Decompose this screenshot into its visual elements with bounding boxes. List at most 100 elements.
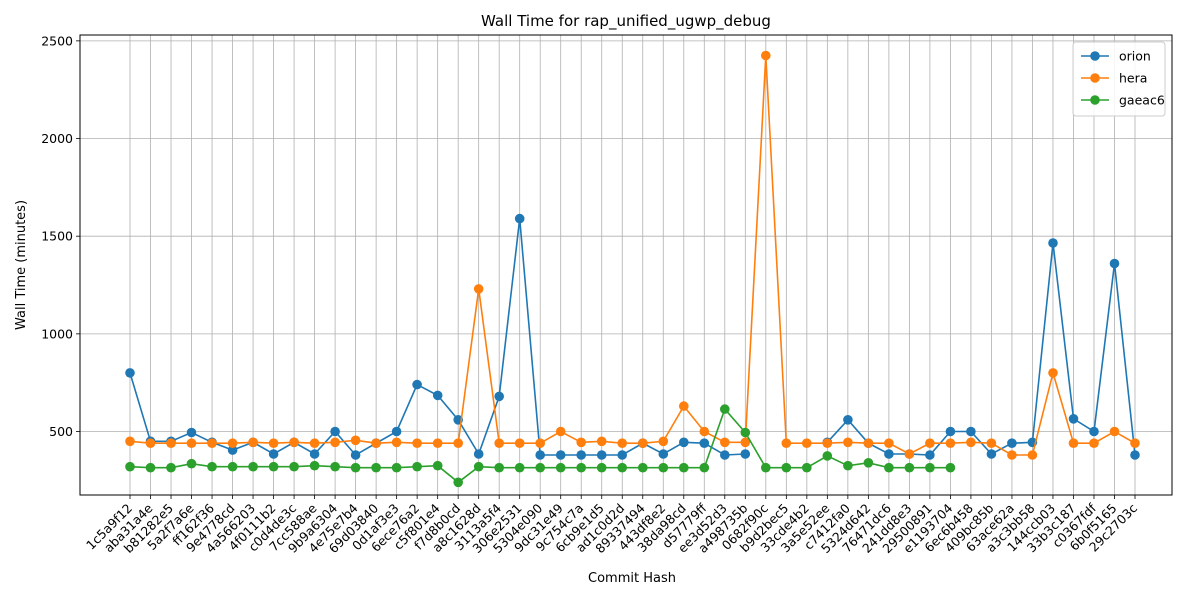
data-point-hera xyxy=(761,50,771,61)
data-point-orion xyxy=(1089,426,1099,437)
data-point-hera xyxy=(412,438,422,449)
data-point-gaeac6 xyxy=(371,462,381,473)
data-point-hera xyxy=(1007,450,1017,460)
axes: 1c5a9f12aba31a4eb81282e55a2f7a6eff162f36… xyxy=(41,33,1140,556)
data-point-hera xyxy=(863,438,874,449)
data-point-hera xyxy=(576,437,586,448)
data-point-gaeac6 xyxy=(125,461,135,472)
legend-marker xyxy=(1090,73,1100,83)
legend-marker xyxy=(1090,95,1100,105)
data-point-hera xyxy=(986,438,997,449)
data-point-orion xyxy=(576,450,586,460)
data-point-gaeac6 xyxy=(268,461,279,472)
data-point-orion xyxy=(1130,450,1140,460)
data-point-gaeac6 xyxy=(904,462,915,473)
data-point-orion xyxy=(391,426,402,437)
x-axis-title: Commit Hash xyxy=(588,571,676,586)
data-point-orion xyxy=(740,449,751,459)
data-point-gaeac6 xyxy=(227,461,238,472)
data-point-gaeac6 xyxy=(330,461,340,472)
data-point-gaeac6 xyxy=(945,462,956,473)
data-point-orion xyxy=(699,438,710,449)
data-point-gaeac6 xyxy=(412,461,422,472)
plot-area xyxy=(79,34,1173,496)
series-gaeac6 xyxy=(125,404,956,488)
data-point-orion xyxy=(986,449,997,459)
data-point-hera xyxy=(186,438,197,449)
data-point-gaeac6 xyxy=(494,462,505,473)
legend-label: gaeac6 xyxy=(1119,93,1165,108)
data-point-gaeac6 xyxy=(822,451,833,461)
data-point-gaeac6 xyxy=(453,477,464,488)
data-point-gaeac6 xyxy=(884,462,894,473)
data-point-orion xyxy=(658,449,669,459)
data-point-gaeac6 xyxy=(802,462,812,473)
y-axis-title: Wall Time (minutes) xyxy=(14,200,29,330)
data-point-orion xyxy=(1068,414,1079,424)
data-point-hera xyxy=(535,438,545,449)
data-point-orion xyxy=(945,426,956,437)
data-point-hera xyxy=(125,436,135,447)
data-point-gaeac6 xyxy=(166,462,176,473)
data-point-gaeac6 xyxy=(617,462,627,473)
data-point-orion xyxy=(350,450,361,460)
data-point-hera xyxy=(699,426,710,437)
legend-label: hera xyxy=(1119,71,1147,86)
data-point-hera xyxy=(494,438,505,449)
data-point-hera xyxy=(966,437,976,448)
data-point-orion xyxy=(494,391,505,402)
data-point-orion xyxy=(514,213,525,224)
data-point-orion xyxy=(1007,438,1017,449)
data-point-orion xyxy=(309,449,320,459)
data-point-hera xyxy=(822,438,833,449)
data-point-hera xyxy=(1130,438,1140,449)
data-point-orion xyxy=(679,437,689,448)
data-point-orion xyxy=(925,450,935,460)
data-point-orion xyxy=(1109,258,1120,269)
data-point-hera xyxy=(555,426,566,437)
data-point-hera xyxy=(1048,368,1058,378)
data-point-hera xyxy=(945,438,956,449)
data-point-hera xyxy=(330,437,340,448)
data-point-orion xyxy=(555,450,566,460)
data-point-orion xyxy=(617,450,627,460)
data-point-gaeac6 xyxy=(863,458,874,468)
data-point-gaeac6 xyxy=(576,462,586,473)
data-point-gaeac6 xyxy=(781,462,792,473)
data-point-hera xyxy=(453,438,464,449)
data-point-orion xyxy=(125,368,135,378)
data-point-gaeac6 xyxy=(638,462,648,473)
data-point-orion xyxy=(268,449,279,459)
series xyxy=(125,50,1140,488)
data-point-orion xyxy=(1048,238,1058,248)
data-point-hera xyxy=(843,437,853,448)
data-point-hera xyxy=(289,437,299,448)
data-point-gaeac6 xyxy=(555,462,566,473)
legend-label: orion xyxy=(1119,49,1151,64)
data-point-hera xyxy=(207,438,217,449)
data-point-gaeac6 xyxy=(740,427,751,438)
data-point-gaeac6 xyxy=(658,462,669,473)
data-point-gaeac6 xyxy=(391,462,402,473)
data-point-hera xyxy=(679,401,689,411)
data-point-hera xyxy=(473,284,484,294)
data-point-gaeac6 xyxy=(207,461,217,472)
data-point-hera xyxy=(350,435,361,446)
data-point-hera xyxy=(596,436,607,447)
data-point-hera xyxy=(617,438,627,449)
data-point-gaeac6 xyxy=(186,458,197,469)
data-point-hera xyxy=(1027,450,1038,460)
data-point-hera xyxy=(248,437,258,448)
data-point-gaeac6 xyxy=(720,404,730,414)
y-tick-label: 2500 xyxy=(41,33,73,48)
data-point-hera xyxy=(720,437,730,448)
data-point-gaeac6 xyxy=(145,462,156,473)
data-point-gaeac6 xyxy=(350,462,361,473)
data-point-orion xyxy=(186,427,197,438)
data-point-hera xyxy=(432,438,443,449)
chart-title: Wall Time for rap_unified_ugwp_debug xyxy=(481,12,771,31)
data-point-hera xyxy=(514,438,525,449)
data-point-gaeac6 xyxy=(596,462,607,473)
data-point-hera xyxy=(925,438,935,449)
